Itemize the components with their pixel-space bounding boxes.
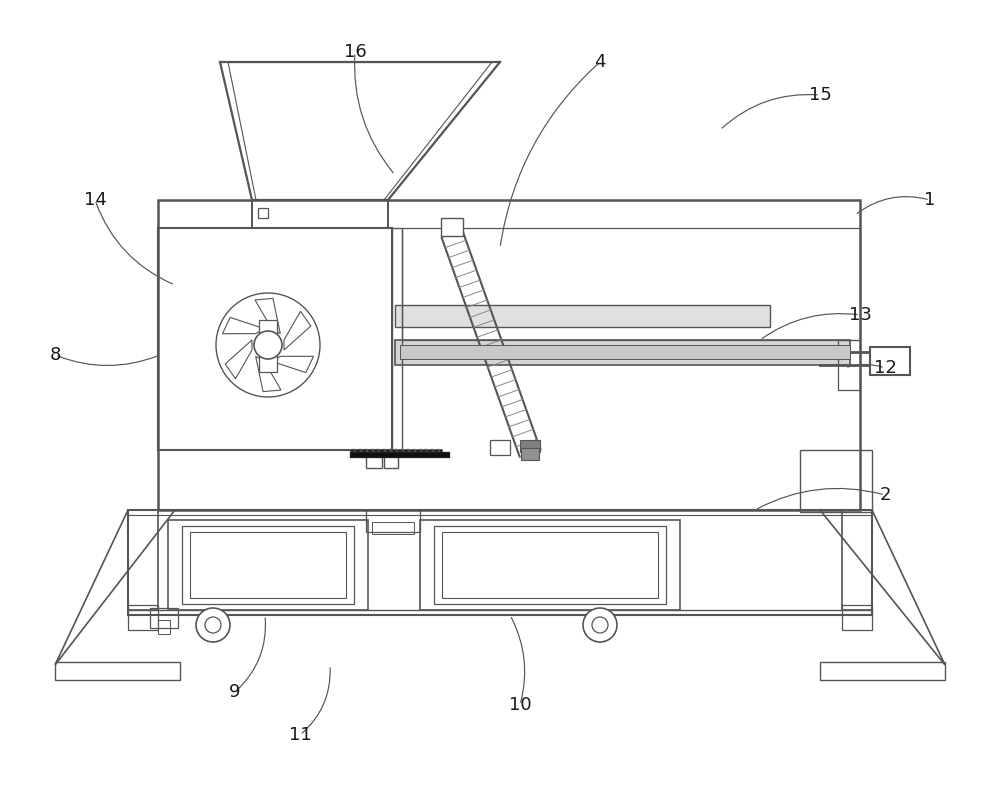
Circle shape <box>592 617 608 633</box>
Bar <box>520 440 540 452</box>
Bar <box>842 605 872 630</box>
Text: 8: 8 <box>49 346 61 364</box>
Bar <box>190 532 346 598</box>
Bar <box>384 453 398 468</box>
Text: 9: 9 <box>229 683 241 701</box>
Text: 12: 12 <box>874 359 896 377</box>
Bar <box>182 526 354 604</box>
Bar <box>820 662 945 680</box>
Polygon shape <box>255 298 280 334</box>
Bar <box>150 608 178 628</box>
Bar <box>521 448 539 460</box>
Bar <box>128 510 872 615</box>
Polygon shape <box>225 340 252 378</box>
Bar <box>442 532 658 598</box>
Bar <box>400 345 850 359</box>
Bar <box>128 510 158 610</box>
Bar <box>800 450 872 512</box>
Circle shape <box>254 331 282 359</box>
Bar <box>366 510 420 532</box>
Bar <box>128 605 158 630</box>
Bar <box>838 340 860 390</box>
Bar <box>490 440 510 455</box>
Text: 11: 11 <box>289 726 311 744</box>
Polygon shape <box>272 356 313 373</box>
Bar <box>259 320 277 372</box>
Bar <box>395 305 770 327</box>
Polygon shape <box>284 311 311 350</box>
Bar <box>350 449 442 456</box>
Bar <box>158 228 392 450</box>
Circle shape <box>583 608 617 642</box>
Bar <box>441 218 463 236</box>
Text: 4: 4 <box>594 53 606 71</box>
Polygon shape <box>256 356 281 392</box>
Bar <box>420 520 680 610</box>
Circle shape <box>216 293 320 397</box>
Bar <box>392 228 402 450</box>
Bar <box>252 200 388 228</box>
Bar <box>158 620 170 634</box>
Bar <box>258 208 268 218</box>
Bar <box>402 228 860 340</box>
Bar <box>372 522 414 534</box>
Circle shape <box>196 608 230 642</box>
Text: 13: 13 <box>849 306 871 324</box>
Bar <box>395 340 850 365</box>
Circle shape <box>205 617 221 633</box>
Bar <box>55 662 180 680</box>
Bar <box>158 200 860 510</box>
Text: 15: 15 <box>809 86 831 104</box>
Bar <box>870 347 910 375</box>
Bar <box>168 520 368 610</box>
Bar <box>434 526 666 604</box>
Bar <box>366 453 382 468</box>
Text: 14: 14 <box>84 191 106 209</box>
Polygon shape <box>223 317 264 334</box>
Text: 16: 16 <box>344 43 366 61</box>
Text: 10: 10 <box>509 696 531 714</box>
Bar <box>842 510 872 610</box>
Text: 2: 2 <box>879 486 891 504</box>
Bar <box>350 452 450 458</box>
Text: 1: 1 <box>924 191 936 209</box>
